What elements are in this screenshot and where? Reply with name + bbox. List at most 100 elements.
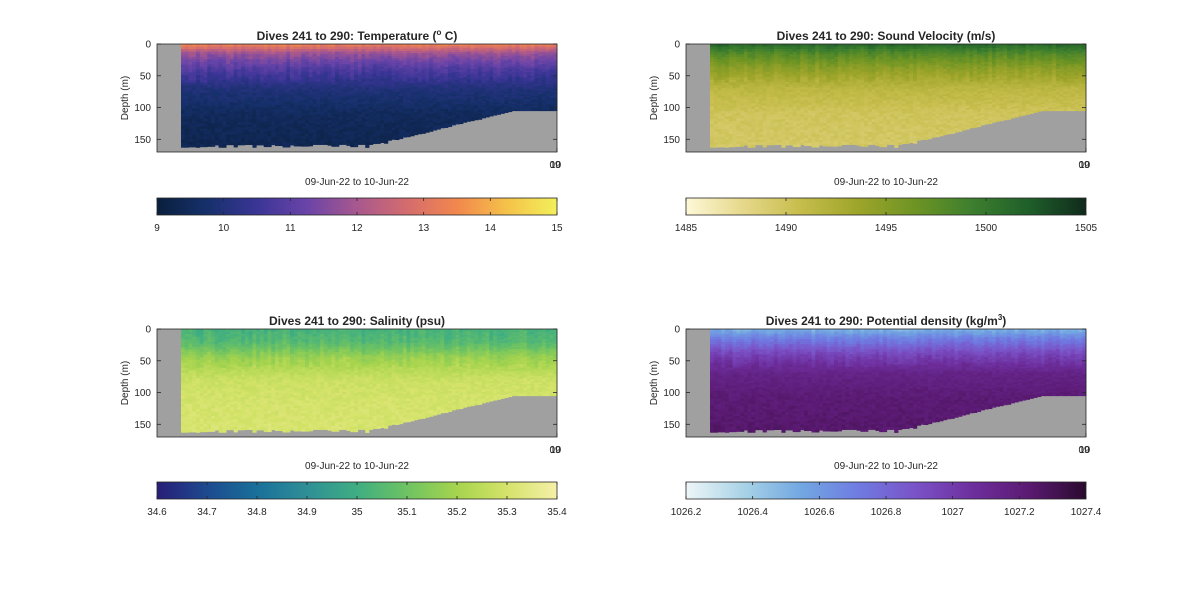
data-cell — [316, 47, 320, 50]
data-cell — [399, 49, 403, 52]
data-cell — [770, 137, 774, 140]
data-cell — [789, 115, 793, 118]
data-cell — [343, 67, 347, 70]
data-cell — [256, 142, 260, 145]
data-cell — [192, 106, 196, 109]
data-cell — [759, 79, 763, 82]
data-cell — [373, 66, 377, 69]
data-cell — [789, 105, 793, 108]
data-cell — [301, 59, 305, 62]
data-cell — [751, 60, 755, 63]
data-cell — [770, 142, 774, 145]
data-cell — [781, 98, 785, 101]
data-cell — [478, 118, 482, 120]
data-cell — [290, 100, 294, 103]
data-cell — [286, 72, 290, 75]
data-cell — [774, 74, 778, 77]
data-cell — [335, 98, 339, 101]
data-cell — [252, 116, 256, 119]
data-cell — [290, 82, 294, 85]
data-cell — [264, 57, 268, 60]
data-cell — [748, 91, 752, 94]
data-cell — [748, 114, 752, 117]
data-cell — [740, 47, 744, 50]
data-cell — [740, 62, 744, 65]
data-cell — [361, 59, 365, 62]
data-cell — [350, 126, 354, 129]
data-cell — [380, 135, 384, 138]
data-cell — [234, 62, 238, 65]
data-cell — [407, 130, 411, 133]
data-cell — [245, 107, 249, 110]
data-cell — [204, 49, 208, 52]
data-cell — [294, 49, 298, 52]
data-cell — [298, 54, 302, 57]
data-cell — [331, 108, 335, 111]
data-cell — [482, 116, 486, 118]
data-cell — [384, 51, 388, 54]
data-cell — [354, 139, 358, 142]
data-cell — [245, 77, 249, 80]
data-cell — [755, 64, 759, 67]
data-cell — [222, 122, 226, 125]
data-cell — [271, 87, 275, 90]
data-cell — [320, 102, 324, 105]
data-cell — [759, 62, 763, 65]
data-cell — [763, 83, 767, 86]
data-cell — [252, 75, 256, 78]
chart-title: Dives 241 to 290: Temperature (o C) — [257, 28, 458, 43]
data-cell — [252, 137, 256, 140]
data-cell — [298, 110, 302, 113]
data-cell — [785, 142, 789, 145]
data-cell — [226, 104, 230, 107]
data-cell — [380, 93, 384, 96]
data-cell — [778, 49, 782, 52]
data-cell — [736, 64, 740, 67]
data-cell — [301, 72, 305, 75]
data-cell — [725, 72, 729, 75]
data-cell — [211, 93, 215, 96]
data-cell — [770, 49, 774, 52]
data-cell — [785, 130, 789, 133]
data-cell — [733, 44, 737, 47]
data-cell — [328, 112, 332, 115]
data-cell — [316, 49, 320, 52]
data-cell — [286, 52, 290, 55]
data-cell — [380, 64, 384, 67]
data-cell — [237, 112, 241, 115]
data-cell — [215, 117, 219, 120]
data-cell — [346, 72, 350, 75]
data-cell — [256, 64, 260, 67]
data-cell — [256, 62, 260, 65]
data-cell — [222, 91, 226, 94]
data-cell — [222, 103, 226, 106]
data-cell — [343, 94, 347, 97]
data-cell — [305, 116, 309, 119]
data-cell — [211, 100, 215, 103]
data-cell — [710, 54, 714, 57]
data-cell — [275, 113, 279, 116]
data-cell — [725, 103, 729, 106]
data-cell — [736, 75, 740, 78]
data-cell — [748, 111, 752, 114]
data-cell — [316, 87, 320, 90]
data-cell — [763, 77, 767, 80]
data-cell — [744, 89, 748, 92]
data-cell — [256, 79, 260, 82]
data-cell — [418, 132, 422, 135]
data-cell — [189, 72, 193, 75]
data-cell — [181, 88, 185, 91]
data-cell — [200, 72, 204, 75]
data-cell — [403, 135, 407, 138]
data-cell — [399, 51, 403, 54]
data-cell — [249, 114, 253, 117]
data-cell — [200, 57, 204, 60]
data-cell — [252, 114, 256, 117]
data-cell — [354, 121, 358, 124]
data-cell — [755, 69, 759, 72]
data-cell — [774, 130, 778, 133]
data-cell — [331, 100, 335, 103]
data-cell — [395, 128, 399, 131]
data-cell — [320, 69, 324, 72]
data-cell — [264, 65, 268, 68]
